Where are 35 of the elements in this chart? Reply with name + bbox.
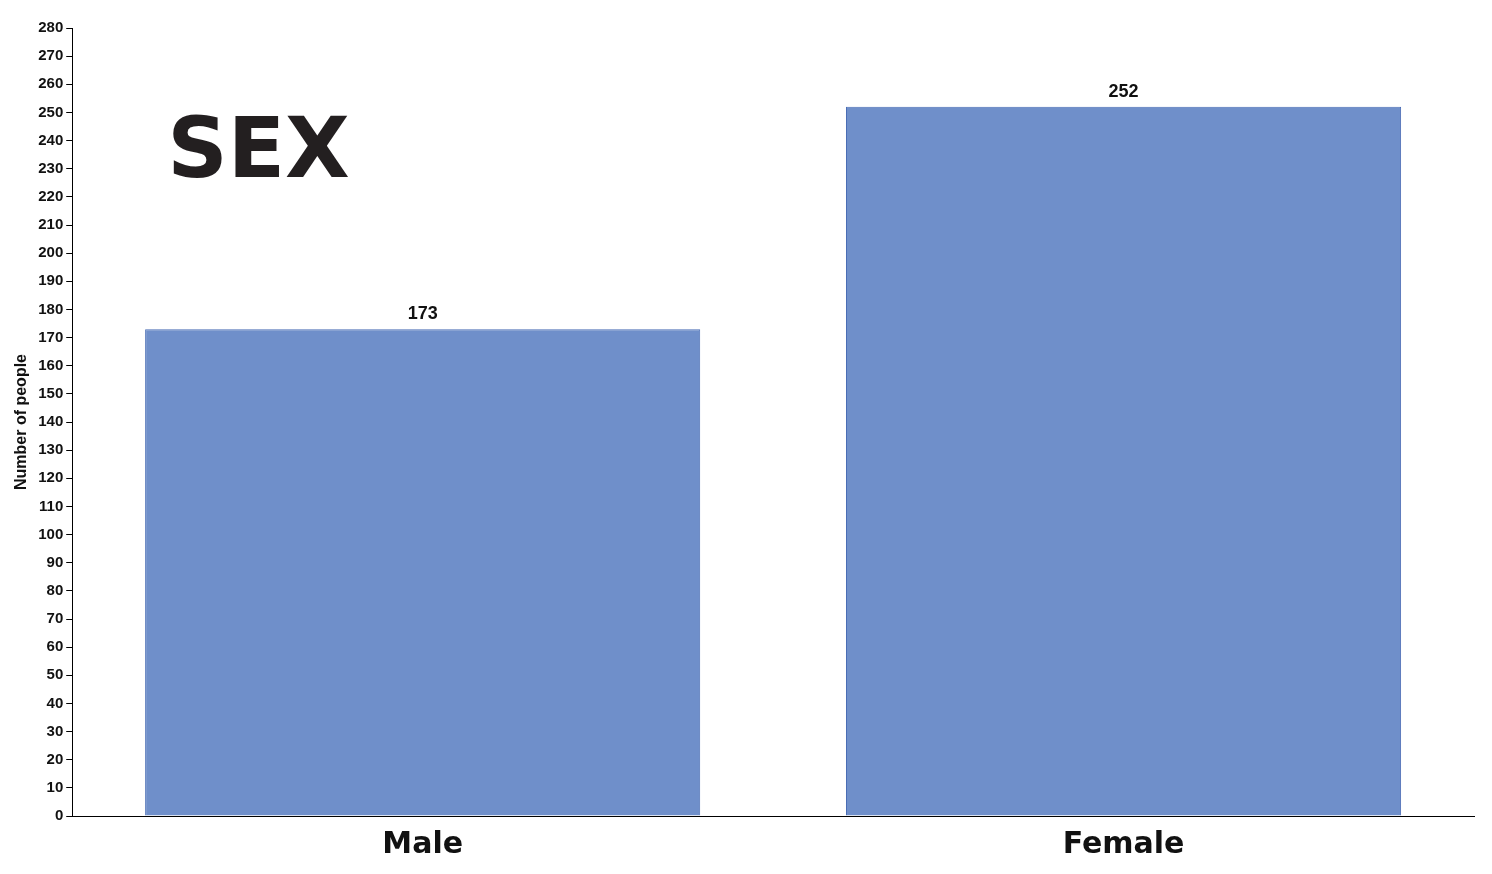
y-tick-label: 100 (38, 524, 64, 542)
y-tick-label: 110 (39, 496, 64, 514)
y-tick-label: 70 (46, 609, 64, 627)
y-tick-label: 270 (38, 46, 64, 64)
y-tick-label: 190 (38, 271, 64, 289)
data-label: 252 (1108, 80, 1139, 101)
y-tick-label: 80 (46, 581, 64, 598)
y-tick-label: 210 (38, 215, 64, 233)
y-tick-label: 120 (38, 468, 64, 486)
y-tick-label: 200 (38, 243, 64, 261)
y-tick-label: 160 (38, 355, 64, 373)
y-axis-title: Number of people (12, 353, 30, 491)
y-tick-label: 60 (46, 637, 64, 655)
data-label: 173 (407, 303, 438, 324)
y-tick-label: 130 (38, 440, 64, 458)
y-tick-label: 30 (46, 721, 64, 739)
y-tick-label: 250 (38, 102, 64, 120)
y-tick-label: 10 (46, 778, 64, 795)
y-tick-label: 0 (54, 806, 64, 824)
y-tick-label: 230 (38, 158, 64, 176)
y-tick-label: 260 (38, 74, 64, 92)
y-tick-label: 280 (38, 18, 64, 36)
y-tick-label: 140 (38, 412, 64, 430)
y-tick-label: 170 (38, 327, 64, 345)
y-tick-label: 150 (38, 384, 64, 401)
y-tick-label: 50 (46, 665, 64, 683)
y-tick-label: 220 (38, 187, 64, 204)
y-tick-label: 90 (46, 552, 64, 570)
y-tick-label: 180 (38, 299, 64, 317)
text: SEX (167, 98, 350, 197)
y-tick-label: 240 (38, 130, 64, 148)
x-tick-label: Male (382, 824, 464, 860)
x-tick-label: Female (1062, 824, 1185, 860)
y-tick-label: 40 (46, 693, 64, 711)
y-tick-label: 20 (46, 749, 64, 767)
